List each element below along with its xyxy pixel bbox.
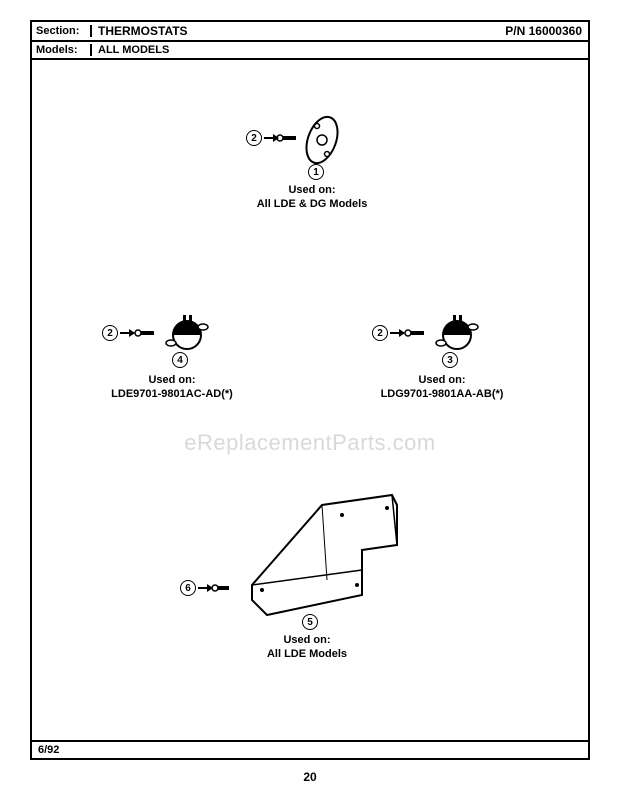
header-row: Section: THERMOSTATS P/N 16000360: [32, 22, 588, 42]
caption-right: Used on: LDG9701-9801AA-AB(*): [362, 374, 522, 402]
page-number: 20: [303, 770, 316, 784]
caption-bottom: Used on: All LDE Models: [182, 634, 432, 662]
pn-block: P/N 16000360: [499, 24, 588, 38]
callout-1: 1: [308, 164, 324, 180]
callout-2: 2: [246, 130, 262, 146]
caption-left: Used on: LDE9701-9801AC-AD(*): [92, 374, 252, 402]
callout-3: 3: [442, 352, 458, 368]
leader-icon: [198, 587, 212, 589]
callout-4: 4: [172, 352, 188, 368]
caption-line2: LDE9701-9801AC-AD(*): [92, 388, 252, 402]
callout-4-wrap: 4: [172, 352, 188, 368]
leader-icon: [120, 332, 134, 334]
section-label: Section:: [32, 25, 92, 37]
callout-3-wrap: 3: [442, 352, 458, 368]
callout-2-left: 2: [102, 325, 118, 341]
callout-2-wrap: 2: [246, 130, 278, 146]
footer-date: 6/92: [38, 744, 59, 756]
callout-2-wrap-right: 2: [372, 325, 404, 341]
caption-line2: All LDE Models: [182, 648, 432, 662]
caption-line1: Used on:: [252, 184, 372, 198]
caption-line2: LDG9701-9801AA-AB(*): [362, 388, 522, 402]
models-label: Models:: [32, 44, 92, 56]
caption-line1: Used on:: [362, 374, 522, 388]
callout-6-wrap: 6: [180, 580, 212, 596]
caption-line2: All LDE & DG Models: [252, 198, 372, 212]
assembly-left: 2 4 Used on: LDE9701-9801AC-AD(*): [92, 310, 252, 402]
leader-icon: [390, 332, 404, 334]
callout-1-wrap: 1: [308, 164, 324, 180]
diagram-area: 2 1 Used on: All LDE & DG Models: [32, 60, 588, 740]
callout-5-wrap: 5: [302, 614, 318, 630]
bracket-panel-icon: [182, 480, 432, 630]
pn-value: 16000360: [529, 24, 582, 38]
callout-5: 5: [302, 614, 318, 630]
assembly-bottom: 6 5 Used on: All LDE Models: [182, 480, 432, 662]
caption-top: Used on: All LDE & DG Models: [252, 184, 372, 212]
caption-line1: Used on:: [182, 634, 432, 648]
assembly-top: 2 1 Used on: All LDE & DG Models: [252, 110, 372, 212]
callout-2-right: 2: [372, 325, 388, 341]
callout-2-wrap-left: 2: [102, 325, 134, 341]
caption-line1: Used on:: [92, 374, 252, 388]
pn-label: P/N: [505, 24, 525, 38]
section-value: THERMOSTATS: [92, 24, 499, 38]
page-frame: Section: THERMOSTATS P/N 16000360 Models…: [30, 20, 590, 760]
models-row: Models: ALL MODELS: [32, 42, 588, 60]
callout-6: 6: [180, 580, 196, 596]
footer-row: 6/92: [32, 740, 588, 758]
leader-icon: [264, 137, 278, 139]
assembly-right: 2 3 Used on: LDG9701-9801AA-AB(*): [362, 310, 522, 402]
models-value: ALL MODELS: [92, 44, 175, 56]
